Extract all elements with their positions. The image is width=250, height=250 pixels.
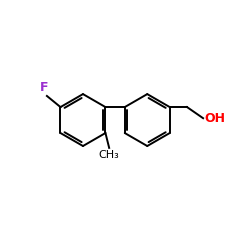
Text: CH₃: CH₃ bbox=[99, 150, 119, 160]
Text: OH: OH bbox=[204, 112, 226, 125]
Text: F: F bbox=[40, 81, 48, 94]
